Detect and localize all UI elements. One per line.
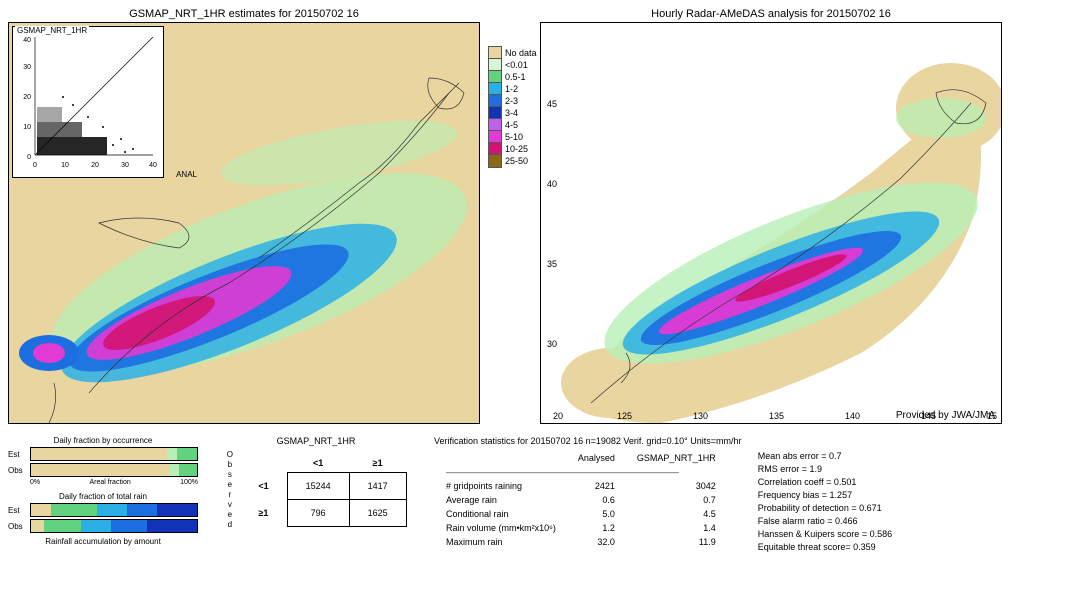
stats-panel: Verification statistics for 20150702 16 … bbox=[434, 436, 1072, 554]
svg-text:20: 20 bbox=[91, 162, 99, 169]
radar-title: Hourly Radar-AMeDAS analysis for 2015070… bbox=[651, 8, 891, 20]
gsmap-panel: GSMAP_NRT_1HR estimates for 20150702 16 bbox=[8, 8, 480, 424]
rain-obs-bar bbox=[30, 519, 198, 533]
svg-text:10: 10 bbox=[61, 162, 69, 169]
provided-label: Provided by JWA/JMA bbox=[896, 410, 995, 421]
svg-text:135: 135 bbox=[769, 411, 784, 421]
rain-est-bar bbox=[30, 503, 198, 517]
svg-text:35: 35 bbox=[547, 259, 557, 269]
svg-text:20: 20 bbox=[23, 94, 31, 101]
inset-anal: ANAL bbox=[176, 170, 197, 179]
occ-est-bar bbox=[30, 447, 198, 461]
occ-title: Daily fraction by occurrence bbox=[8, 436, 198, 445]
cell-d: 1625 bbox=[349, 499, 406, 526]
svg-text:125: 125 bbox=[617, 411, 632, 421]
stats-row: Maximum rain32.011.9 bbox=[436, 536, 726, 548]
metric-line: Frequency bias = 1.257 bbox=[758, 489, 892, 502]
scatter-inset: GSMAP_NRT_1HR 0 10 20 30 40 0 10 20 bbox=[12, 26, 164, 178]
acc-title: Rainfall accumulation by amount bbox=[8, 537, 198, 546]
cell-b: 1417 bbox=[349, 472, 406, 499]
stats-title: Verification statistics for 20150702 16 … bbox=[434, 436, 1072, 446]
radar-map: 20 125 130 135 140 145 15 30 35 40 45 Pr… bbox=[540, 22, 1002, 424]
svg-text:10: 10 bbox=[23, 124, 31, 131]
svg-text:0: 0 bbox=[27, 154, 31, 161]
gsmap-title: GSMAP_NRT_1HR estimates for 20150702 16 bbox=[129, 8, 359, 20]
inset-label: GSMAP_NRT_1HR bbox=[15, 26, 89, 35]
color-legend: No data<0.010.5-11-22-33-44-55-1010-2525… bbox=[488, 47, 548, 167]
occ-obs-bar bbox=[30, 463, 198, 477]
obs-label: Obs bbox=[8, 466, 30, 475]
svg-text:40: 40 bbox=[547, 179, 557, 189]
metric-line: Probability of detection = 0.671 bbox=[758, 502, 892, 515]
stats-row: Average rain0.60.7 bbox=[436, 494, 726, 506]
svg-text:40: 40 bbox=[149, 162, 157, 169]
stats-row: Rain volume (mm•km²x10⁶)1.21.4 bbox=[436, 522, 726, 534]
svg-text:30: 30 bbox=[547, 339, 557, 349]
contingency-panel: GSMAP_NRT_1HR Observed <1≥1 <1 15244 141… bbox=[216, 436, 416, 530]
svg-text:20: 20 bbox=[553, 411, 563, 421]
metric-line: RMS error = 1.9 bbox=[758, 463, 892, 476]
bottom-row: Daily fraction by occurrence Est Obs 0% … bbox=[8, 436, 1072, 554]
stats-table: Analysed GSMAP_NRT_1HR —————————————————… bbox=[434, 450, 728, 550]
rain-title: Daily fraction of total rain bbox=[8, 492, 198, 501]
metric-line: False alarm ratio = 0.466 bbox=[758, 515, 892, 528]
ctable-title: GSMAP_NRT_1HR bbox=[216, 436, 416, 446]
gsmap-map: GSMAP_NRT_1HR 0 10 20 30 40 0 10 20 bbox=[8, 22, 480, 424]
contingency-table: <1≥1 <1 15244 1417 ≥1 796 1625 bbox=[240, 454, 406, 527]
observed-side: Observed bbox=[225, 450, 234, 530]
cell-a: 15244 bbox=[287, 472, 349, 499]
cell-c: 796 bbox=[287, 499, 349, 526]
svg-text:30: 30 bbox=[23, 64, 31, 71]
stats-row: Conditional rain5.04.5 bbox=[436, 508, 726, 520]
svg-text:140: 140 bbox=[845, 411, 860, 421]
metric-line: Correlation coeff = 0.501 bbox=[758, 476, 892, 489]
svg-text:130: 130 bbox=[693, 411, 708, 421]
svg-text:40: 40 bbox=[23, 37, 31, 44]
est-label: Est bbox=[8, 450, 30, 459]
svg-text:30: 30 bbox=[121, 162, 129, 169]
legend-item: 25-50 bbox=[488, 155, 548, 167]
metric-line: Equitable threat score= 0.359 bbox=[758, 541, 892, 554]
metric-line: Hanssen & Kuipers score = 0.586 bbox=[758, 528, 892, 541]
metrics-list: Mean abs error = 0.7RMS error = 1.9Corre… bbox=[758, 450, 892, 554]
svg-text:0: 0 bbox=[33, 162, 37, 169]
radar-panel: Hourly Radar-AMeDAS analysis for 2015070… bbox=[540, 8, 1002, 424]
metric-line: Mean abs error = 0.7 bbox=[758, 450, 892, 463]
svg-text:45: 45 bbox=[547, 99, 557, 109]
fraction-panel: Daily fraction by occurrence Est Obs 0% … bbox=[8, 436, 198, 548]
maps-row: GSMAP_NRT_1HR estimates for 20150702 16 bbox=[8, 8, 1072, 424]
stats-row: # gridpoints raining24213042 bbox=[436, 480, 726, 492]
